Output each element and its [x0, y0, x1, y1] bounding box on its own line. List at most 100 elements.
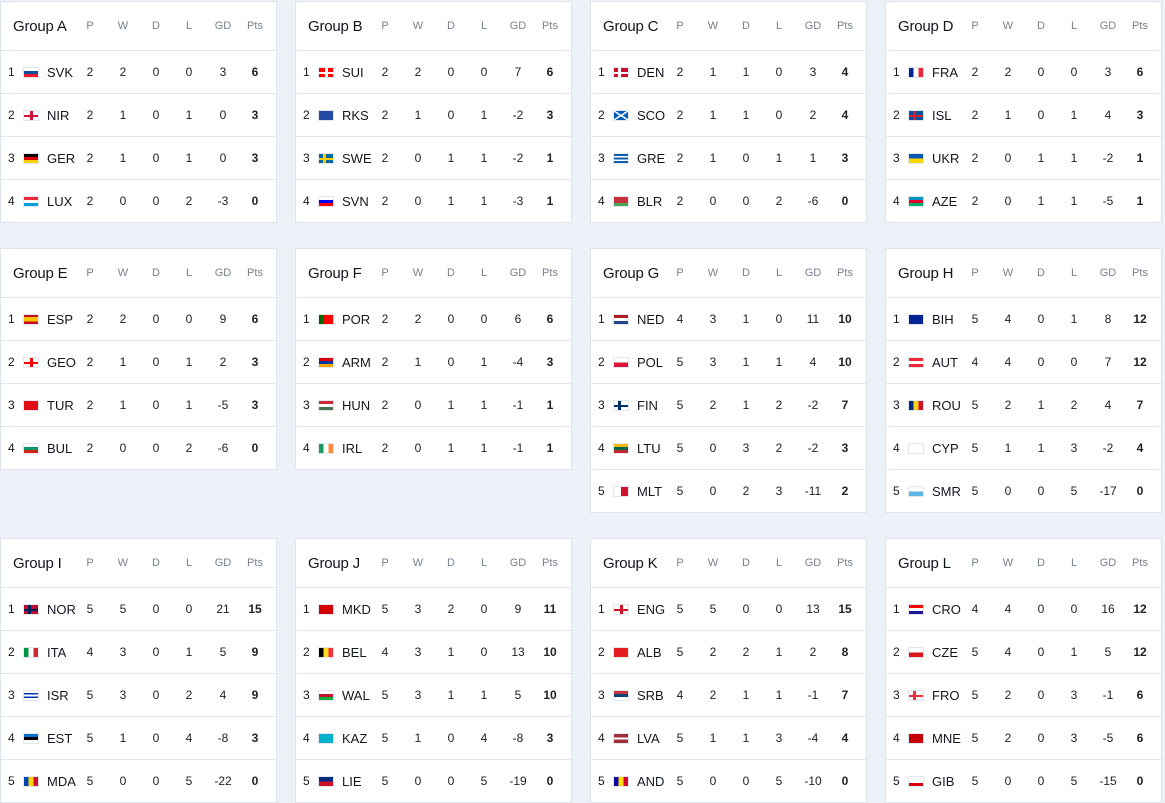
team-code[interactable]: BUL	[47, 440, 73, 456]
team-row[interactable]: 2 ITA 4 3 0 1 5 9	[1, 631, 276, 674]
team-code[interactable]: CRO	[932, 601, 961, 617]
team-code[interactable]: UKR	[932, 150, 960, 166]
team-code[interactable]: LUX	[47, 193, 73, 209]
team-code[interactable]: BLR	[637, 193, 663, 209]
team-row[interactable]: 3 GER 2 1 0 1 0 3	[1, 137, 276, 180]
team-row[interactable]: 1 SUI 2 2 0 0 7 6	[296, 51, 571, 94]
team-code[interactable]: POL	[637, 354, 664, 370]
team-row[interactable]: 4 MNE 5 2 0 3 -5 6	[886, 717, 1161, 760]
team-code[interactable]: SUI	[342, 64, 364, 80]
team-row[interactable]: 2 RKS 2 1 0 1 -2 3	[296, 94, 571, 137]
team-row[interactable]: 2 ALB 5 2 2 1 2 8	[591, 631, 866, 674]
team-code[interactable]: CZE	[932, 644, 958, 660]
team-code[interactable]: SVN	[342, 193, 369, 209]
team-code[interactable]: SRB	[637, 687, 664, 703]
team-code[interactable]: RKS	[342, 107, 369, 123]
team-code[interactable]: SMR	[932, 483, 961, 499]
team-code[interactable]: SVK	[47, 64, 74, 80]
team-code[interactable]: ARM	[342, 354, 371, 370]
team-code[interactable]: ISR	[47, 687, 69, 703]
team-row[interactable]: 4 IRL 2 0 1 1 -1 1	[296, 427, 571, 469]
team-code[interactable]: SWE	[342, 150, 372, 166]
team-row[interactable]: 4 AZE 2 0 1 1 -5 1	[886, 180, 1161, 222]
team-code[interactable]: NED	[637, 311, 665, 327]
team-row[interactable]: 1 ESP 2 2 0 0 9 6	[1, 298, 276, 341]
team-code[interactable]: FRO	[932, 687, 960, 703]
team-row[interactable]: 2 CZE 5 4 0 1 5 12	[886, 631, 1161, 674]
team-row[interactable]: 1 POR 2 2 0 0 6 6	[296, 298, 571, 341]
team-code[interactable]: AUT	[932, 354, 958, 370]
team-code[interactable]: MDA	[47, 773, 76, 789]
team-code[interactable]: BEL	[342, 644, 367, 660]
team-code[interactable]: FRA	[932, 64, 958, 80]
team-row[interactable]: 3 FRO 5 2 0 3 -1 6	[886, 674, 1161, 717]
team-code[interactable]: FIN	[637, 397, 658, 413]
team-row[interactable]: 4 LVA 5 1 1 3 -4 4	[591, 717, 866, 760]
team-code[interactable]: ESP	[47, 311, 74, 327]
team-row[interactable]: 4 BLR 2 0 0 2 -6 0	[591, 180, 866, 222]
team-row[interactable]: 5 MDA 5 0 0 5 -22 0	[1, 760, 276, 802]
team-code[interactable]: GER	[47, 150, 76, 166]
team-code[interactable]: MNE	[932, 730, 961, 746]
team-row[interactable]: 3 WAL 5 3 1 1 5 10	[296, 674, 571, 717]
team-row[interactable]: 4 LUX 2 0 0 2 -3 0	[1, 180, 276, 222]
team-code[interactable]: ITA	[47, 644, 67, 660]
team-row[interactable]: 5 SMR 5 0 0 5 -17 0	[886, 470, 1161, 512]
team-row[interactable]: 2 NIR 2 1 0 1 0 3	[1, 94, 276, 137]
team-row[interactable]: 4 SVN 2 0 1 1 -3 1	[296, 180, 571, 222]
team-row[interactable]: 1 CRO 4 4 0 0 16 12	[886, 588, 1161, 631]
team-code[interactable]: TUR	[47, 397, 74, 413]
team-code[interactable]: EST	[47, 730, 73, 746]
team-row[interactable]: 3 FIN 5 2 1 2 -2 7	[591, 384, 866, 427]
team-code[interactable]: WAL	[342, 687, 370, 703]
team-code[interactable]: KAZ	[342, 730, 368, 746]
team-row[interactable]: 3 UKR 2 0 1 1 -2 1	[886, 137, 1161, 180]
team-code[interactable]: ISL	[932, 107, 952, 123]
team-code[interactable]: AZE	[932, 193, 958, 209]
team-row[interactable]: 5 LIE 5 0 0 5 -19 0	[296, 760, 571, 802]
team-row[interactable]: 3 HUN 2 0 1 1 -1 1	[296, 384, 571, 427]
team-row[interactable]: 2 ARM 2 1 0 1 -4 3	[296, 341, 571, 384]
team-code[interactable]: GEO	[47, 354, 76, 370]
team-code[interactable]: AND	[637, 773, 665, 789]
team-code[interactable]: MLT	[637, 483, 663, 499]
team-row[interactable]: 3 TUR 2 1 0 1 -5 3	[1, 384, 276, 427]
team-code[interactable]: LTU	[637, 440, 661, 456]
team-row[interactable]: 1 ENG 5 5 0 0 13 15	[591, 588, 866, 631]
team-code[interactable]: POR	[342, 311, 371, 327]
team-row[interactable]: 3 ISR 5 3 0 2 4 9	[1, 674, 276, 717]
team-code[interactable]: ALB	[637, 644, 662, 660]
team-row[interactable]: 1 SVK 2 2 0 0 3 6	[1, 51, 276, 94]
team-row[interactable]: 3 GRE 2 1 0 1 1 3	[591, 137, 866, 180]
team-row[interactable]: 4 LTU 5 0 3 2 -2 3	[591, 427, 866, 470]
team-row[interactable]: 2 ISL 2 1 0 1 4 3	[886, 94, 1161, 137]
team-row[interactable]: 1 FRA 2 2 0 0 3 6	[886, 51, 1161, 94]
team-code[interactable]: LIE	[342, 773, 362, 789]
team-row[interactable]: 2 SCO 2 1 1 0 2 4	[591, 94, 866, 137]
team-row[interactable]: 1 NED 4 3 1 0 11 10	[591, 298, 866, 341]
team-code[interactable]: GIB	[932, 773, 955, 789]
team-row[interactable]: 4 EST 5 1 0 4 -8 3	[1, 717, 276, 760]
team-row[interactable]: 1 BIH 5 4 0 1 8 12	[886, 298, 1161, 341]
team-row[interactable]: 5 AND 5 0 0 5 -10 0	[591, 760, 866, 802]
team-row[interactable]: 1 MKD 5 3 2 0 9 11	[296, 588, 571, 631]
team-row[interactable]: 2 AUT 4 4 0 0 7 12	[886, 341, 1161, 384]
team-row[interactable]: 4 BUL 2 0 0 2 -6 0	[1, 427, 276, 469]
team-row[interactable]: 5 MLT 5 0 2 3 -11 2	[591, 470, 866, 512]
team-row[interactable]: 3 SRB 4 2 1 1 -1 7	[591, 674, 866, 717]
team-code[interactable]: MKD	[342, 601, 371, 617]
team-code[interactable]: HUN	[342, 397, 371, 413]
team-code[interactable]: ROU	[932, 397, 961, 413]
team-row[interactable]: 4 CYP 5 1 1 3 -2 4	[886, 427, 1161, 470]
team-row[interactable]: 2 POL 5 3 1 1 4 10	[591, 341, 866, 384]
team-code[interactable]: NOR	[47, 601, 76, 617]
team-row[interactable]: 1 DEN 2 1 1 0 3 4	[591, 51, 866, 94]
team-code[interactable]: SCO	[637, 107, 666, 123]
team-code[interactable]: NIR	[47, 107, 70, 123]
team-code[interactable]: IRL	[342, 440, 363, 456]
team-code[interactable]: DEN	[637, 64, 665, 80]
team-row[interactable]: 2 BEL 4 3 1 0 13 10	[296, 631, 571, 674]
team-code[interactable]: LVA	[637, 730, 660, 746]
team-code[interactable]: BIH	[932, 311, 954, 327]
team-row[interactable]: 1 NOR 5 5 0 0 21 15	[1, 588, 276, 631]
